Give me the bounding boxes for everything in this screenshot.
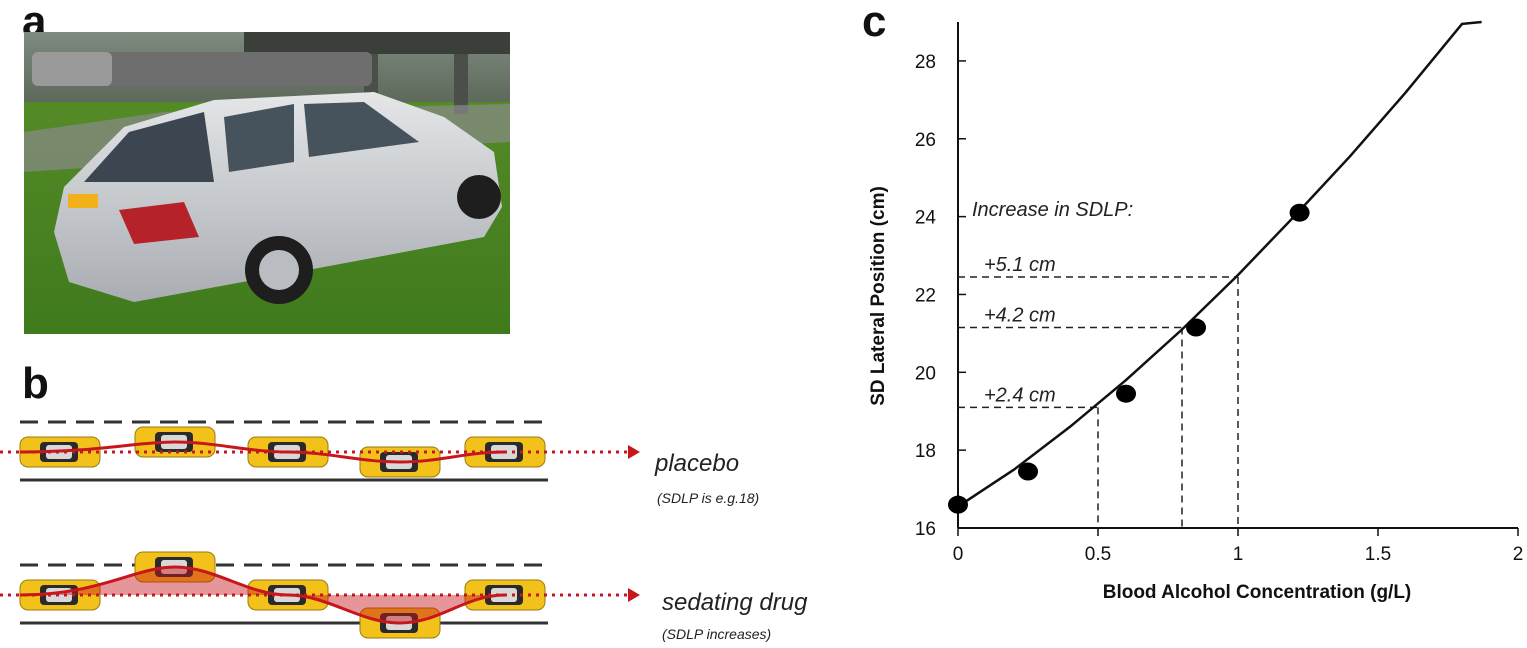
data-point-3 (1186, 318, 1206, 337)
y-tick-label: 24 (915, 208, 937, 229)
y-tick-label: 22 (915, 285, 936, 306)
sedating-drug-note: (SDLP increases) (662, 626, 771, 642)
y-axis-label: SD Lateral Position (cm) (868, 186, 889, 406)
placebo-note: (SDLP is e.g.18) (657, 490, 759, 506)
x-tick-label: 2 (1513, 544, 1524, 565)
panel-c-letter: c (862, 0, 887, 46)
annotation-title: Increase in SDLP: (972, 199, 1133, 221)
x-tick-label: 0 (953, 544, 964, 565)
arrow-head (628, 445, 640, 459)
data-point-1 (1018, 462, 1038, 481)
y-tick-label: 18 (915, 441, 936, 462)
sedating-drug-label: sedating drug (662, 589, 808, 616)
car-placebo-4 (464, 436, 546, 468)
lane-diagram: placebo (SDLP is e.g.18) sedating drug (… (0, 420, 808, 642)
panel-b-letter: b (22, 359, 49, 408)
y-tick-label: 20 (915, 363, 936, 384)
y-tick-label: 26 (915, 130, 936, 151)
x-axis-label: Blood Alcohol Concentration (g/L) (1103, 582, 1412, 603)
sdlp-increase-label: +4.2 cm (984, 305, 1056, 327)
sdlp-increase-label: +2.4 cm (984, 384, 1056, 406)
deviation-area (20, 567, 505, 623)
placebo-label: placebo (654, 450, 739, 477)
data-point-0 (948, 495, 968, 514)
trajectory-line (19, 565, 506, 625)
x-tick-label: 0.5 (1085, 544, 1111, 565)
fit-curve (957, 20, 1482, 508)
x-tick-label: 1.5 (1365, 544, 1391, 565)
data-point-2 (1116, 384, 1136, 403)
y-tick-label: 16 (915, 519, 936, 540)
y-tick-label: 28 (915, 52, 936, 73)
sdlp-chart: SD Lateral Position (cm) Blood Alcohol C… (868, 20, 1524, 603)
data-point-4 (1289, 203, 1310, 222)
arrow-head (628, 588, 640, 602)
trajectory-line (19, 440, 506, 464)
x-tick-label: 1 (1233, 544, 1244, 565)
sdlp-increase-label: +5.1 cm (984, 254, 1056, 276)
car-photo (24, 32, 510, 334)
